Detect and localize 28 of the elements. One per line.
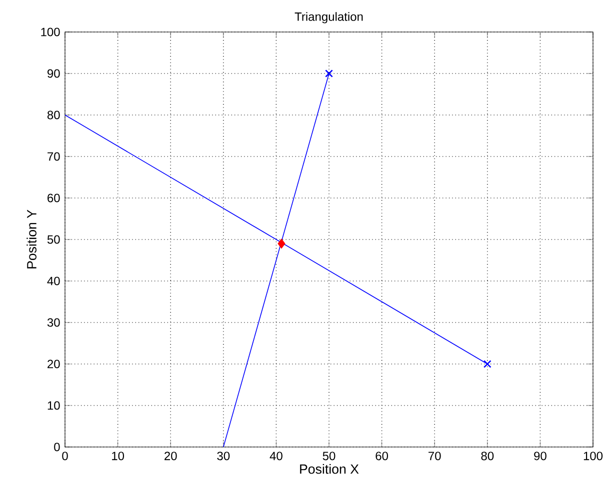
y-tick-label: 20 xyxy=(48,360,60,368)
y-tick-label: 80 xyxy=(47,110,60,120)
chart-title: Triangulation xyxy=(294,12,363,24)
x-tick-label: 50 xyxy=(322,452,336,460)
point xyxy=(483,360,492,368)
y-axis-title: Position Y xyxy=(26,210,36,268)
x-tick-label: 100 xyxy=(584,452,603,460)
y-tick-label: 10 xyxy=(48,401,60,410)
x-tick-label: 70 xyxy=(428,452,441,460)
x-axis-title: Position X xyxy=(300,464,359,474)
x-tick-label: 60 xyxy=(376,452,388,460)
point xyxy=(325,70,333,78)
y-tick-label: 60 xyxy=(48,194,60,202)
x-tick-label: 30 xyxy=(217,452,230,460)
y-tick-label: 40 xyxy=(47,276,60,286)
x-tick-label: 80 xyxy=(481,452,494,460)
x-tick-label: 90 xyxy=(534,452,546,460)
x-tick-label: 0 xyxy=(62,452,68,460)
y-tick-label: 90 xyxy=(48,69,60,78)
x-tick-label: 10 xyxy=(112,452,124,460)
y-tick-label: 100 xyxy=(41,28,60,36)
y-tick-label: 0 xyxy=(54,442,60,452)
y-tick-label: 70 xyxy=(48,152,60,161)
x-tick-label: 20 xyxy=(164,452,177,460)
y-tick-label: 30 xyxy=(47,318,60,327)
x-tick-label: 40 xyxy=(270,452,282,460)
point xyxy=(278,238,286,248)
y-tick-label: 50 xyxy=(47,235,60,244)
